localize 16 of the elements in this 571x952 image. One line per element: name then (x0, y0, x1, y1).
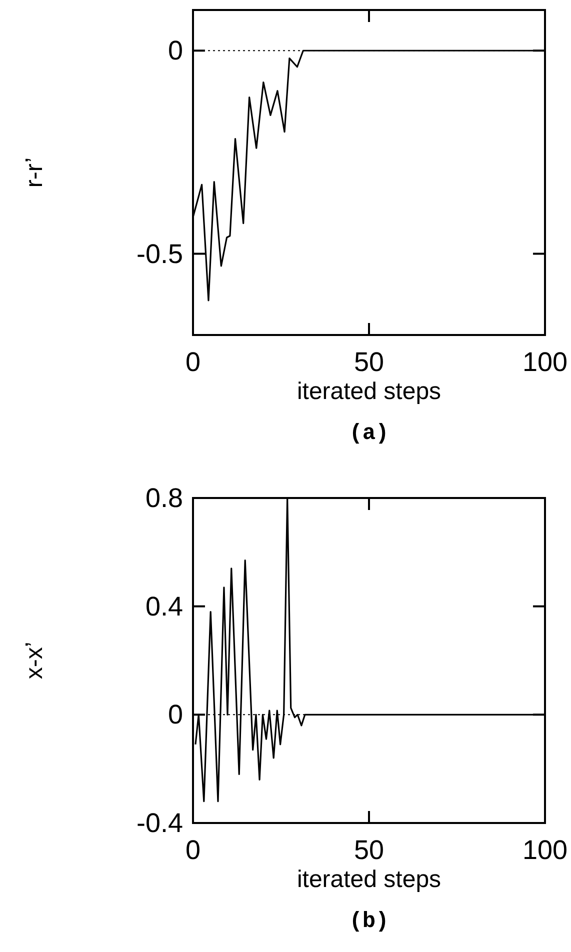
text: (b) (349, 909, 389, 934)
y-tick-label: -0.4 (136, 808, 183, 838)
x-axis-title: iterated steps (296, 378, 442, 405)
y-axis-title: r-r’ (21, 157, 48, 188)
x-tick-label: 50 (354, 347, 384, 377)
text: (a) (349, 421, 389, 446)
x-axis-title: iterated steps (296, 866, 442, 893)
y-tick-label: 0 (168, 700, 183, 730)
x-tick-label: 100 (522, 347, 568, 377)
y-tick-label: -0.5 (136, 238, 183, 269)
x-tick-label: 100 (522, 835, 568, 865)
y-axis-title: x-x’ (21, 642, 48, 680)
y-tick-label: 0.8 (145, 483, 183, 513)
y-tick-label: 0.4 (145, 591, 183, 622)
y-tick-label: 0 (168, 36, 183, 66)
x-tick-label: 50 (354, 835, 384, 865)
